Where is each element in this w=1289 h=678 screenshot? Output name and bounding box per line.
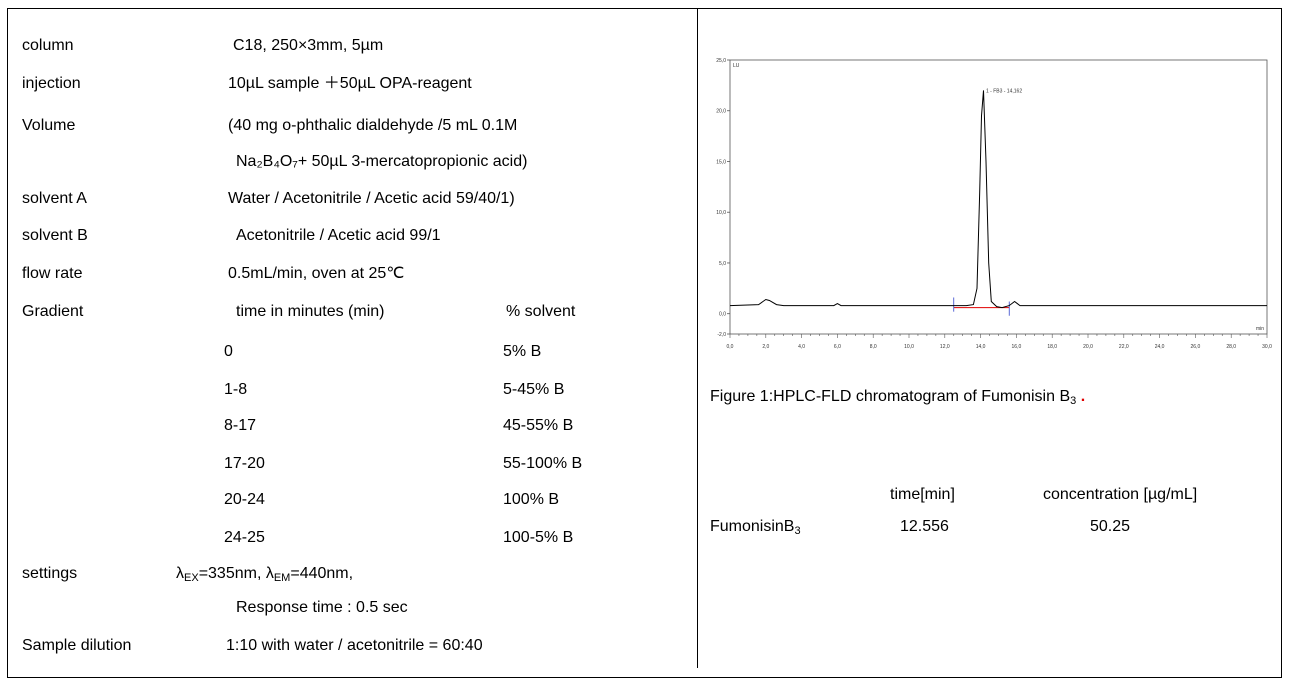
param-value: 0.5mL/min, oven at 25℃ [228,265,405,282]
settings-response: Response time : 0.5 sec [236,599,408,616]
x-tick-label: 14,0 [976,344,986,350]
peak-label: 1 - FB3 - 14,162 [986,88,1022,94]
results-time-value: 12.556 [900,518,949,535]
gradient-time: 20-24 [224,491,265,508]
gradient-col-solvent: % solvent [506,303,576,320]
gradient-solvent: 5% B [503,343,542,360]
param-label: injection [22,75,81,92]
param-label: flow rate [22,265,83,282]
gradient-solvent: 100-5% B [503,529,574,546]
chromatogram-trace [729,90,1267,309]
param-label: Sample dilution [22,637,132,654]
param-value: C18, 250×3mm, 5µm [233,37,384,54]
x-tick-label: 26,0 [1191,344,1201,350]
results-concentration-value: 50.25 [1090,518,1131,535]
x-axis-label: min [1256,326,1264,332]
param-value: Acetonitrile / Acetic acid 99/1 [236,227,441,244]
x-tick-label: 30,0 [1262,344,1272,350]
param-value: 1:10 with water / acetonitrile = 60:40 [226,637,483,654]
x-tick-label: 12,0 [940,344,950,350]
y-tick-label: 5,0 [719,261,726,267]
param-value: 10µL sample ＋50µL OPA-reagent [228,75,472,92]
gradient-solvent: 100% B [503,491,560,508]
gradient-solvent: 45-55% B [503,417,574,434]
param-label: solvent A [22,190,87,207]
gradient-time: 17-20 [224,455,265,472]
y-tick-label: 15,0 [716,159,726,165]
y-tick-label: 0,0 [719,312,726,318]
param-value: (40 mg o-phthalic dialdehyde /5 mL 0.1M [228,117,518,134]
x-tick-label: 20,0 [1083,344,1093,350]
gradient-col-time: time in minutes (min) [236,303,385,320]
results-col-time: time[min] [890,486,955,503]
column-divider [697,8,698,668]
results-col-concentration: concentration [µg/mL] [1043,486,1198,503]
x-tick-label: 28,0 [1226,344,1236,350]
y-axis-label: LU [733,63,740,69]
x-tick-label: 4,0 [798,344,805,350]
param-value: Na₂B₄O₇+ 50µL 3-mercatopropionic acid) [236,153,528,170]
y-tick-label: 25,0 [716,58,726,64]
gradient-time: 0 [224,343,233,360]
x-tick-label: 2,0 [762,344,769,350]
gradient-solvent: 5-45% B [503,381,565,398]
x-tick-label: 22,0 [1119,344,1129,350]
settings-wavelengths: λEX=335nm, λEM=440nm, [176,565,354,584]
gradient-time: 8-17 [224,417,257,434]
figure-caption: Figure 1:HPLC-FLD chromatogram of Fumoni… [710,388,1086,407]
y-tick-label: 10,0 [716,210,726,216]
y-tick-label: 20,0 [716,109,726,115]
y-tick-label: -2,0 [717,332,726,338]
param-label: solvent B [22,227,88,244]
results-analyte: FumonisinB3 [710,518,801,537]
x-tick-label: 24,0 [1155,344,1165,350]
param-label: Volume [22,117,76,134]
gradient-time: 24-25 [224,529,265,546]
param-label: column [22,37,74,54]
x-tick-label: 18,0 [1047,344,1057,350]
x-tick-label: 10,0 [904,344,914,350]
param-label: Gradient [22,303,84,320]
x-tick-label: 16,0 [1012,344,1022,350]
plot-frame [729,59,1268,335]
chromatogram-chart: -2,00,05,010,015,020,025,00,0 2,0 4,0 6,0 8,… [716,58,1272,350]
param-value: Water / Acetonitrile / Acetic acid 59/40… [228,190,515,207]
param-label: settings [22,565,78,582]
gradient-time: 1-8 [224,381,248,398]
x-tick-label: 6,0 [834,344,841,350]
x-tick-label: 8,0 [870,344,877,350]
x-tick-label: 0,0 [727,344,734,350]
gradient-solvent: 55-100% B [503,455,583,472]
